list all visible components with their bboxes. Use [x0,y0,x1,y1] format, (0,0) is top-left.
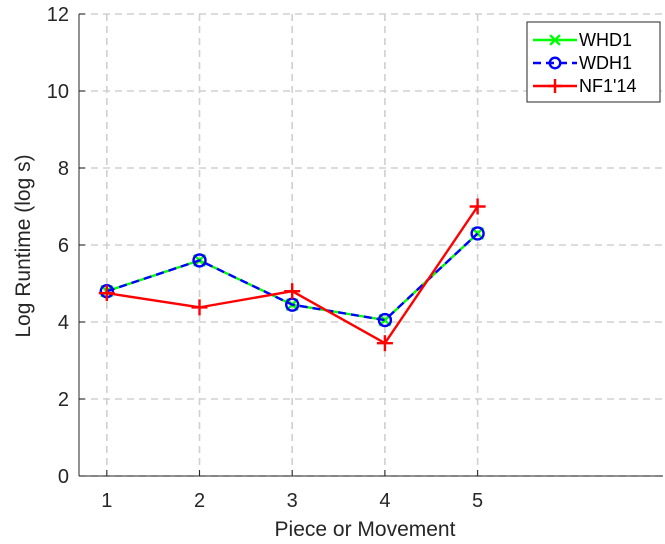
x-tick-label: 4 [379,490,390,512]
y-tick-label: 8 [58,158,69,180]
data-point [98,285,115,302]
data-point [469,198,486,215]
data-point [376,335,393,352]
legend-marker [549,34,561,46]
legend: WHD1 WDH1 NF1'14 [526,21,661,103]
y-tick-label: 12 [47,4,69,26]
data-point [284,283,301,300]
y-tick-labels: 0 2 4 6 8 10 12 [47,4,69,488]
y-tick-label: 0 [58,466,69,488]
series-nf1-14 [98,198,486,352]
y-axis-label: Log Runtime (log s) [12,154,35,337]
x-tick-labels: 1 2 3 4 5 [101,490,483,512]
data-point [192,253,207,268]
legend-marker [548,79,562,93]
legend-label: NF1'14 [579,76,636,96]
legend-label: WHD1 [579,30,632,50]
series-line [106,232,479,322]
y-tick-label: 6 [58,235,69,257]
series-wdh1 [99,226,485,328]
grid [79,13,663,477]
data-point [470,226,485,241]
y-tick-label: 4 [58,312,69,334]
legend-marker-stroke [549,34,561,46]
legend-marker [548,56,562,70]
legend-item: WHD1 [533,30,632,50]
x-tick-label: 3 [287,490,298,512]
y-tick-label: 2 [58,389,69,411]
x-tick-label: 1 [101,490,112,512]
y-tick-label: 10 [47,81,69,103]
legend-label: WDH1 [579,53,632,73]
series-group [98,198,486,352]
legend-item: NF1'14 [533,76,636,96]
x-axis-label: Piece or Movement [275,518,456,541]
x-tick-label: 2 [194,490,205,512]
data-point [191,299,208,316]
data-point [377,312,393,328]
x-tick-label: 5 [472,490,483,512]
legend-item: WDH1 [533,53,632,73]
axes [78,13,663,477]
